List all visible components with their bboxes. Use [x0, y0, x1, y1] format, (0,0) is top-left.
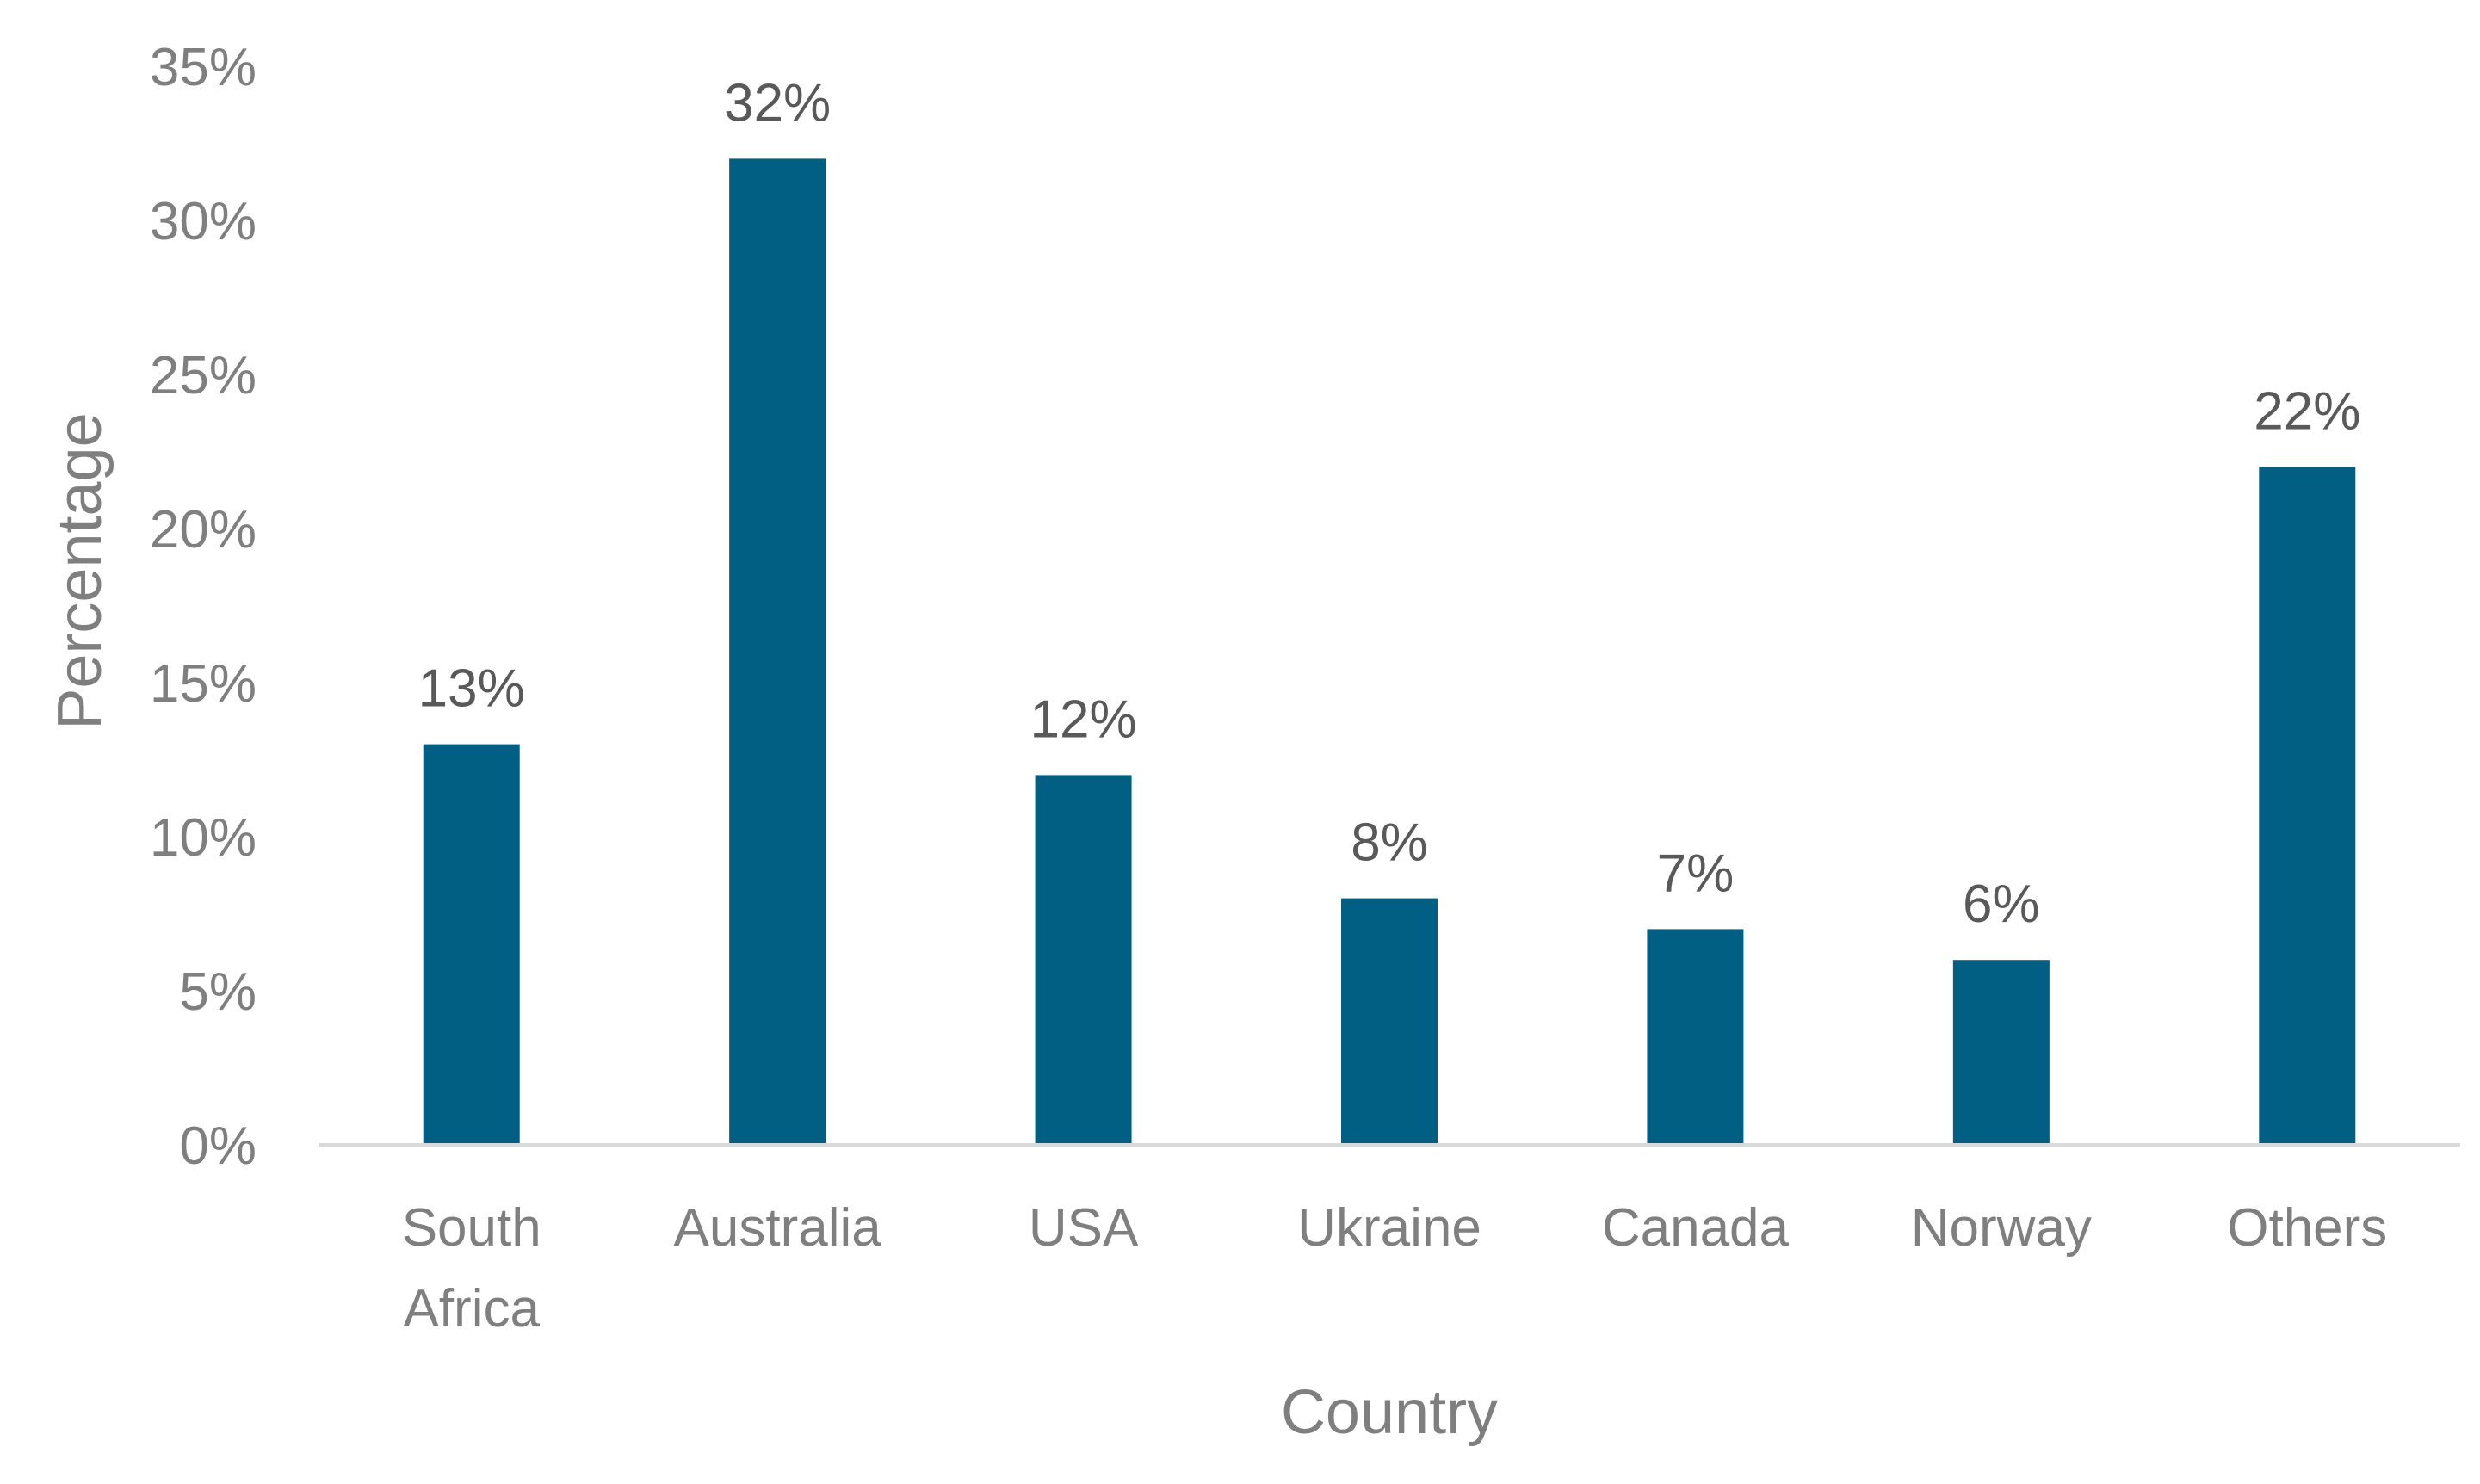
bar [1341, 898, 1438, 1145]
x-tick-label: Australia [674, 1198, 882, 1258]
bars [423, 158, 2356, 1145]
x-tick-label: Norway [1911, 1198, 2092, 1258]
x-axis-category-labels: South Africa Australia USA Ukraine Canada Norw… [402, 1198, 2388, 1339]
data-label: 6% [1963, 875, 2040, 934]
x-tick-label: Ukraine [1297, 1198, 1481, 1258]
data-label: 22% [2254, 381, 2360, 441]
y-tick-label: 25% [150, 346, 257, 405]
bar [423, 744, 520, 1145]
bar [2259, 467, 2356, 1145]
data-label: 13% [418, 659, 525, 719]
data-label: 7% [1657, 844, 1735, 903]
data-label: 32% [724, 73, 831, 133]
bar [1952, 960, 2050, 1145]
y-tick-label: 0% [179, 1116, 257, 1176]
data-labels: 13% 32% 12% 8% 7% 6% 22% [418, 73, 2361, 934]
data-label: 8% [1351, 813, 1428, 873]
y-tick-label: 35% [150, 38, 257, 97]
y-tick-label: 30% [150, 192, 257, 251]
bar [1647, 929, 1744, 1145]
bar [729, 158, 826, 1145]
y-axis-title: Percentage [46, 412, 114, 729]
x-tick-label: USA [1029, 1198, 1139, 1258]
y-axis-ticks: 0% 5% 10% 15% 20% 25% 30% 35% [150, 38, 257, 1176]
data-label: 12% [1030, 689, 1137, 749]
y-tick-label: 15% [150, 654, 257, 714]
x-tick-label: Others [2227, 1198, 2387, 1258]
bar [1035, 775, 1132, 1145]
x-axis-title: Country [1281, 1378, 1498, 1447]
y-tick-label: 10% [150, 808, 257, 868]
y-tick-label: 20% [150, 500, 257, 560]
x-tick-label: Canada [1602, 1198, 1790, 1258]
x-tick-label: South Africa [402, 1198, 541, 1339]
y-tick-label: 5% [179, 962, 257, 1022]
